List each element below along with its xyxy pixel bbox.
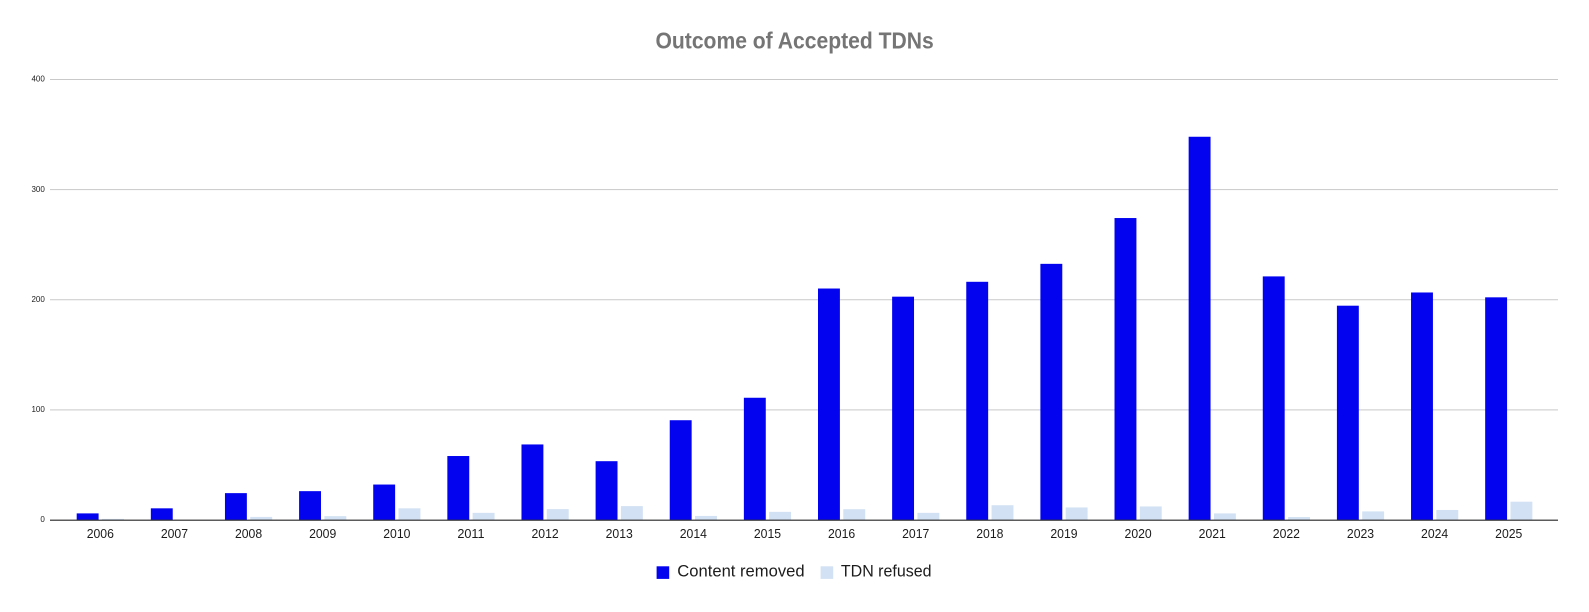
svg-text:2019: 2019: [1050, 526, 1077, 541]
svg-text:2012: 2012: [531, 526, 558, 541]
svg-text:100: 100: [31, 405, 45, 414]
svg-text:2016: 2016: [828, 526, 855, 541]
svg-text:2017: 2017: [902, 526, 929, 541]
svg-text:2010: 2010: [383, 526, 410, 541]
svg-text:Outcome of Accepted TDNs: Outcome of Accepted TDNs: [656, 28, 934, 54]
svg-text:0: 0: [40, 515, 45, 524]
svg-text:2020: 2020: [1125, 526, 1152, 541]
svg-text:2009: 2009: [309, 526, 336, 541]
svg-text:200: 200: [31, 295, 45, 304]
svg-text:2015: 2015: [754, 526, 781, 541]
svg-text:2018: 2018: [976, 526, 1003, 541]
svg-text:2025: 2025: [1495, 526, 1522, 541]
svg-text:300: 300: [31, 185, 45, 194]
svg-text:2022: 2022: [1273, 526, 1300, 541]
svg-text:Content removed: Content removed: [677, 561, 804, 580]
svg-text:2014: 2014: [680, 526, 707, 541]
svg-text:2023: 2023: [1347, 526, 1374, 541]
svg-text:2013: 2013: [606, 526, 633, 541]
svg-text:2021: 2021: [1199, 526, 1226, 541]
svg-text:2006: 2006: [87, 526, 114, 541]
svg-text:2008: 2008: [235, 526, 262, 541]
svg-text:2011: 2011: [457, 526, 484, 541]
svg-text:2024: 2024: [1421, 526, 1448, 541]
svg-text:TDN refused: TDN refused: [841, 561, 932, 580]
svg-text:2007: 2007: [161, 526, 188, 541]
svg-text:400: 400: [31, 75, 45, 84]
